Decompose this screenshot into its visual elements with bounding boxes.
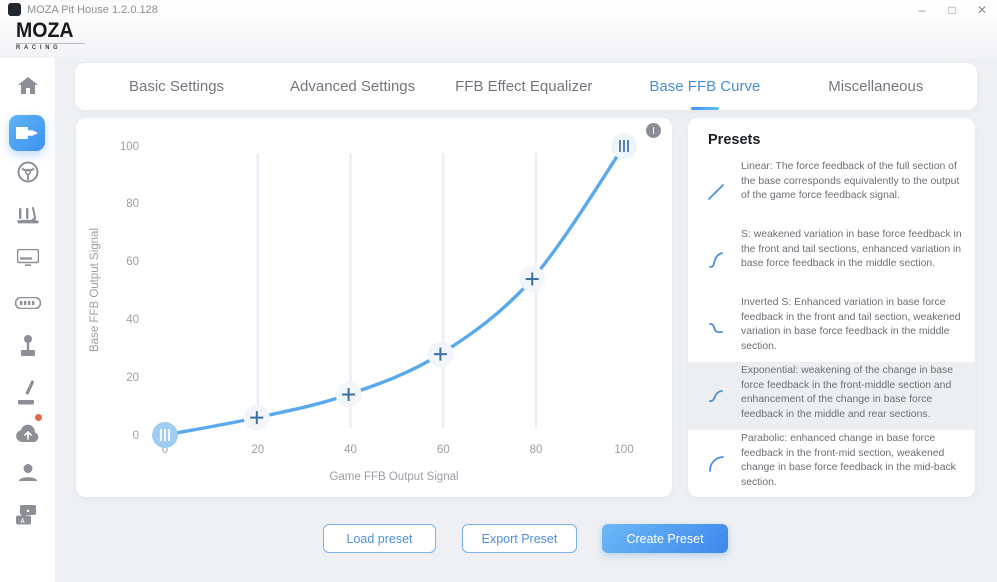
svg-text:80: 80 xyxy=(530,444,543,456)
svg-text:100: 100 xyxy=(120,141,139,153)
svg-text:40: 40 xyxy=(126,314,139,326)
svg-text:60: 60 xyxy=(437,444,450,456)
svg-text:Game FFB Output Signal: Game FFB Output Signal xyxy=(329,471,458,483)
svg-text:A: A xyxy=(20,519,25,525)
svg-text:20: 20 xyxy=(126,372,139,384)
svg-text:60: 60 xyxy=(126,256,139,268)
svg-text:80: 80 xyxy=(126,198,139,210)
svg-text:0: 0 xyxy=(133,430,139,442)
svg-text:20: 20 xyxy=(251,444,264,456)
svg-text:Base FFB Output Signal: Base FFB Output Signal xyxy=(89,228,101,352)
svg-text:100: 100 xyxy=(614,444,633,456)
svg-text:●: ● xyxy=(26,509,30,515)
svg-text:40: 40 xyxy=(344,444,357,456)
